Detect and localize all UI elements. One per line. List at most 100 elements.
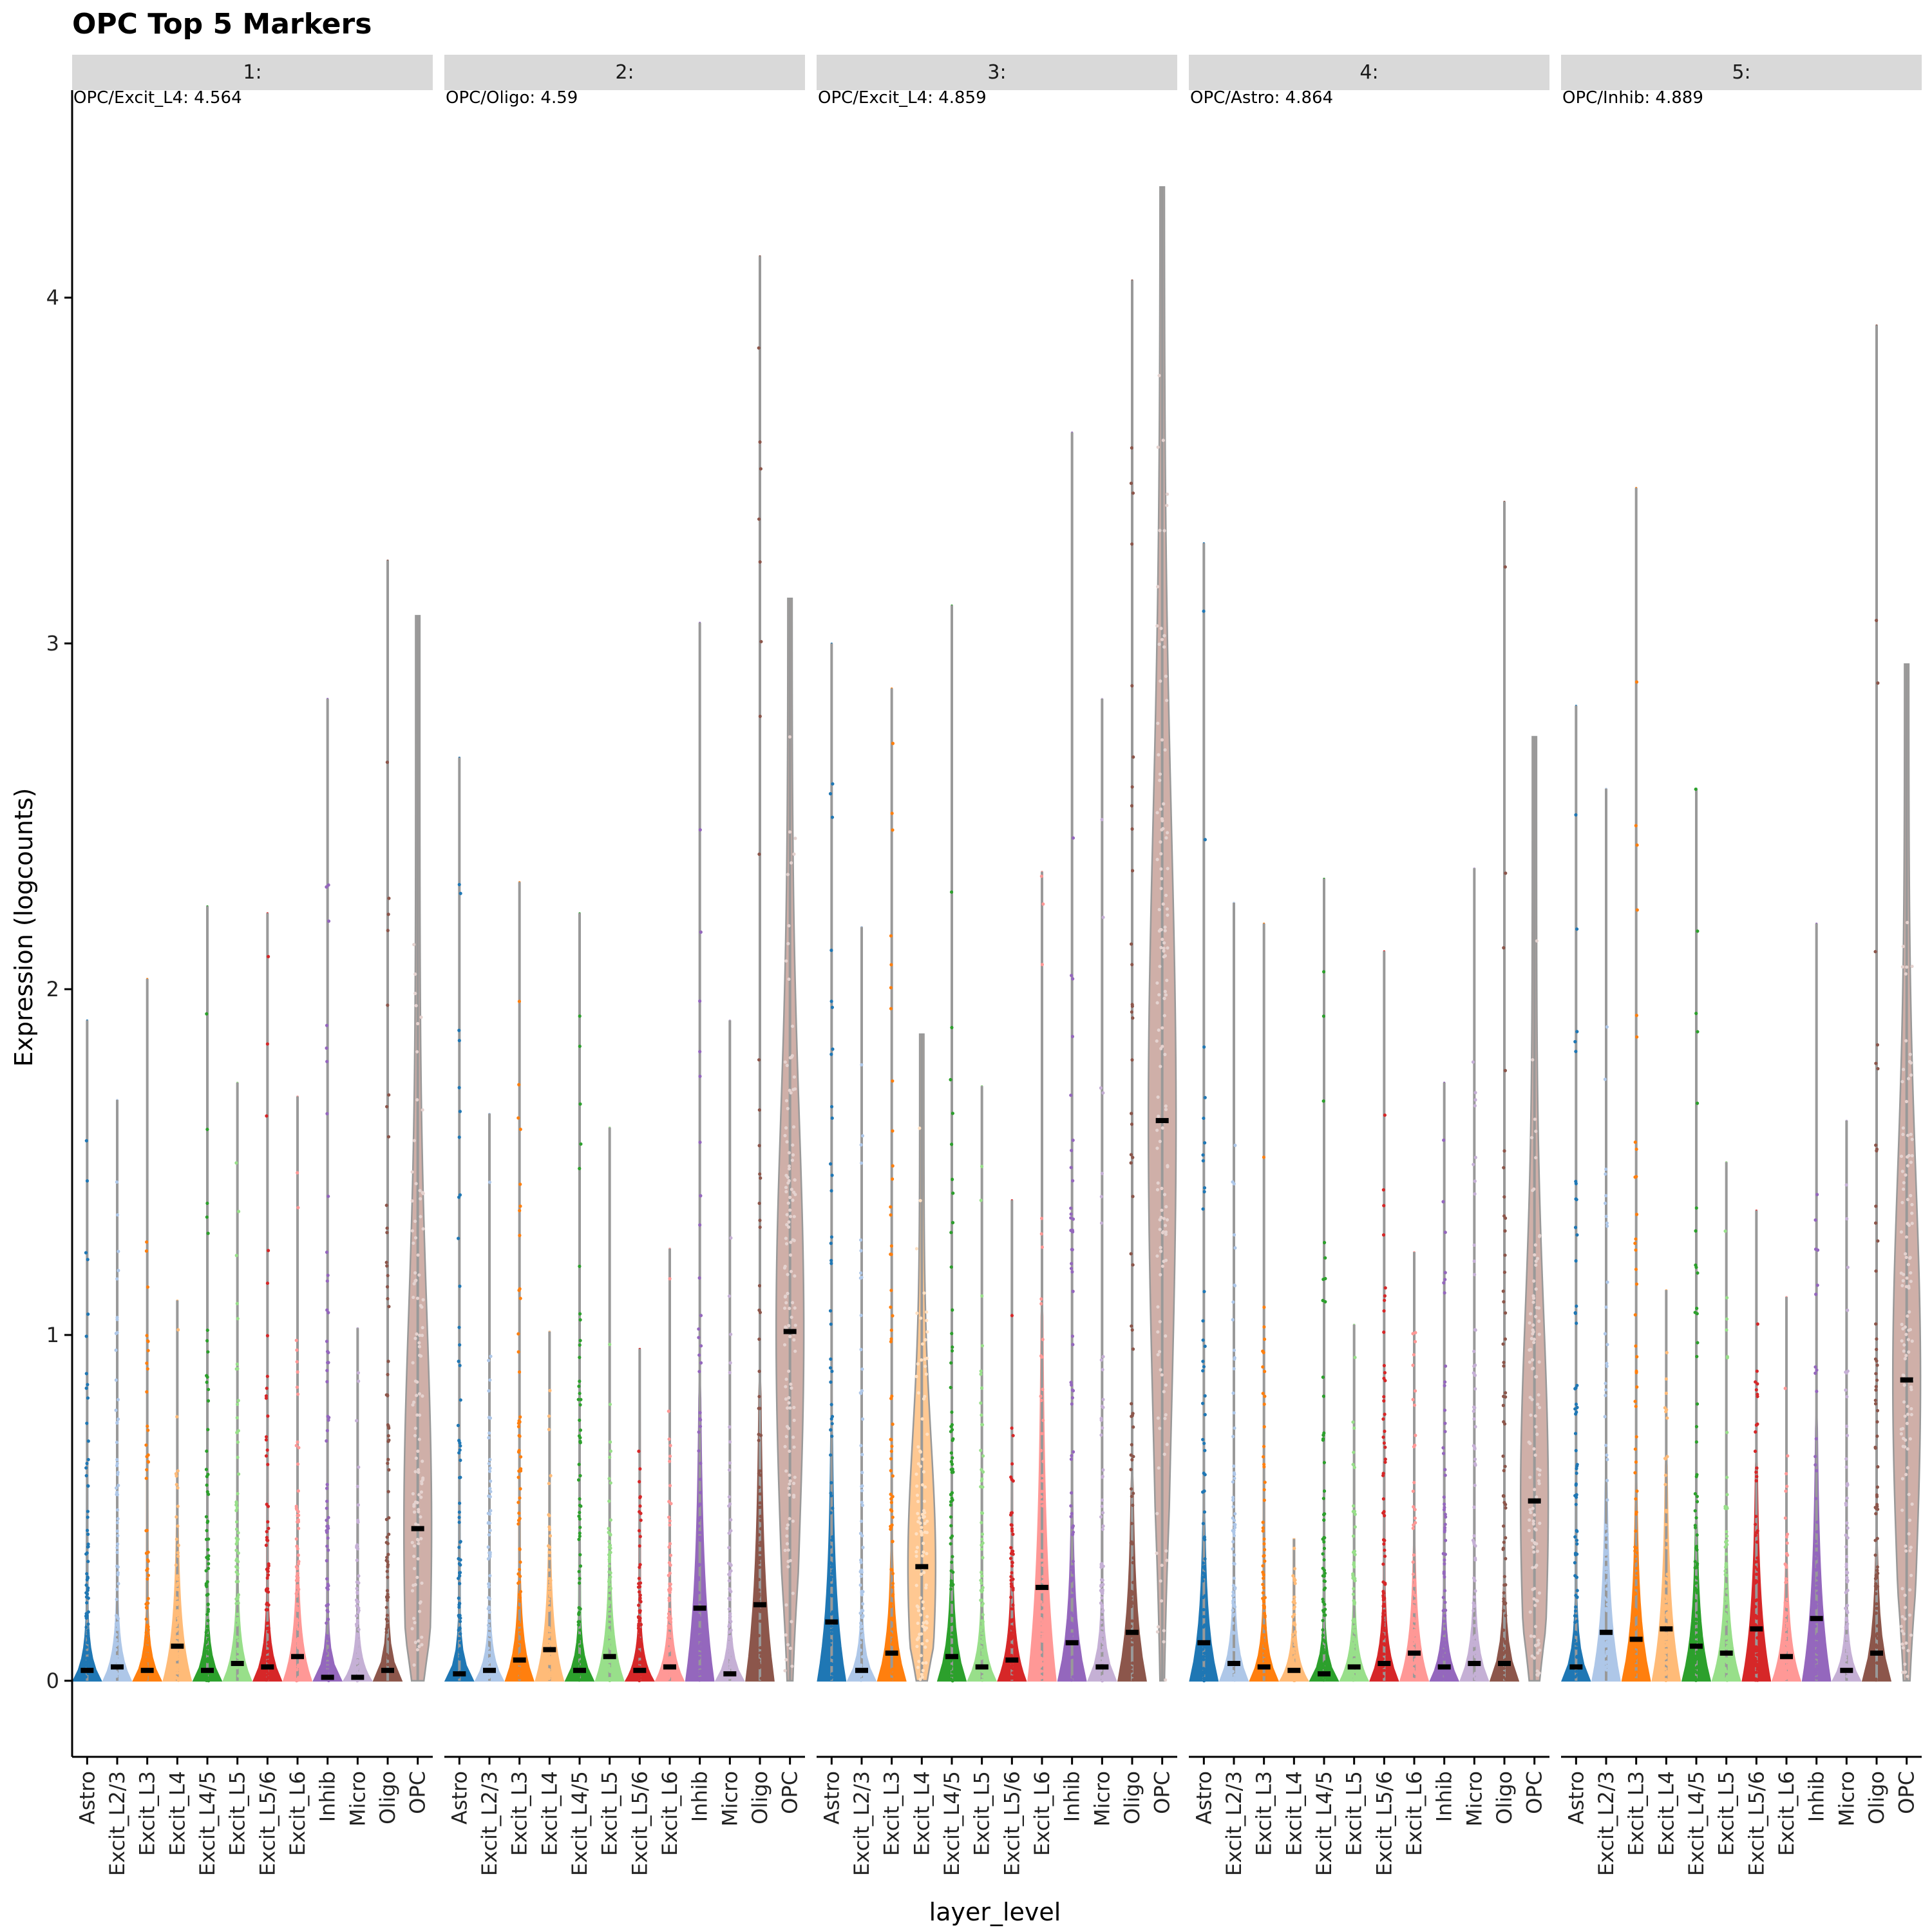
violin-point	[518, 1233, 522, 1237]
violin-point	[1634, 1248, 1638, 1252]
violin-point	[1011, 1603, 1015, 1607]
violin-point	[1665, 1455, 1669, 1459]
violin-point	[1904, 1473, 1908, 1477]
violin-point	[1634, 1213, 1639, 1217]
violin-point	[116, 1397, 120, 1401]
violin-point	[829, 1380, 833, 1384]
violin-point	[1351, 1534, 1356, 1538]
violin-point	[578, 1577, 582, 1580]
violin-point	[1323, 1640, 1327, 1644]
violin-point	[1785, 1532, 1790, 1536]
violin-point	[859, 1347, 863, 1352]
violin-point	[1633, 1242, 1637, 1245]
violin-point	[1383, 1113, 1387, 1117]
violin-point	[86, 1312, 90, 1316]
violin-point	[1903, 1325, 1907, 1329]
violin-point	[176, 1551, 180, 1555]
panel-strip	[444, 55, 805, 90]
violin-point	[1845, 1576, 1849, 1580]
violin-point	[421, 1227, 425, 1231]
violin-point	[1502, 1501, 1506, 1504]
violin-point	[784, 1633, 788, 1637]
median-marker	[603, 1654, 616, 1660]
violin-point	[295, 1508, 299, 1511]
median-marker	[1065, 1640, 1079, 1645]
violin-point	[1382, 1669, 1386, 1672]
violin-point	[1814, 1497, 1818, 1501]
violin-point	[85, 1572, 89, 1576]
violin-point	[1904, 1332, 1908, 1336]
violin-point	[1039, 875, 1043, 878]
violin-point	[1156, 1095, 1160, 1099]
violin-point	[1696, 1271, 1700, 1275]
violin-point	[1441, 1551, 1445, 1556]
violin-point	[891, 1637, 895, 1641]
violin-point	[950, 1470, 954, 1474]
violin-point	[1232, 1464, 1236, 1468]
violin-point	[487, 1607, 491, 1611]
violin-point	[728, 1440, 732, 1444]
violin-point	[1131, 1503, 1135, 1507]
violin-point	[792, 1338, 796, 1342]
violin-point	[489, 1479, 493, 1483]
violin-point	[980, 1678, 984, 1682]
violin-point	[1605, 1578, 1609, 1582]
violin-point	[1876, 681, 1880, 685]
violin-point	[1383, 1581, 1387, 1586]
violin-point	[922, 1499, 927, 1503]
violin-point	[1903, 1593, 1907, 1597]
violin-point	[1160, 1208, 1164, 1212]
violin-point	[784, 1469, 788, 1473]
violin-point	[728, 1652, 732, 1656]
violin-point	[578, 1440, 582, 1444]
violin-point	[784, 1658, 788, 1662]
violin-point	[1130, 1402, 1133, 1406]
violin-point	[1233, 1246, 1237, 1250]
violin-point	[265, 1622, 269, 1625]
violin-point	[1291, 1574, 1295, 1578]
violin-point	[1575, 1552, 1579, 1556]
violin-point	[1156, 721, 1160, 725]
violin-point	[1166, 913, 1170, 917]
panel-annotation: OPC/Oligo: 4.59	[446, 88, 578, 108]
violin-point	[1695, 1533, 1699, 1537]
violin-point	[727, 1531, 731, 1535]
violin-point	[1160, 738, 1164, 742]
violin-point	[519, 1467, 523, 1471]
violin-point	[758, 1651, 762, 1655]
violin-point	[923, 1338, 927, 1341]
violin-point	[354, 1622, 359, 1626]
violin-point	[325, 1519, 328, 1522]
violin-point	[1907, 1532, 1911, 1536]
violin-point	[1442, 1649, 1446, 1653]
violin-point	[699, 1194, 703, 1198]
violin-point	[787, 1401, 791, 1405]
violin-point	[607, 1580, 611, 1584]
violin-point	[667, 1561, 671, 1565]
violin-point	[919, 1530, 923, 1533]
violin-point	[1844, 1465, 1848, 1469]
violin-point	[1755, 1615, 1759, 1618]
violin-point	[1164, 1413, 1168, 1417]
violin-point	[1323, 1676, 1327, 1680]
violin-OPC	[402, 614, 433, 1682]
violin-point	[1164, 1678, 1168, 1682]
violin-point	[296, 1513, 299, 1518]
violin-point	[547, 1608, 551, 1612]
x-tick-label: Oligo	[748, 1771, 772, 1824]
violin-point	[421, 1108, 424, 1112]
violin-point	[1903, 1662, 1907, 1666]
panel-strip	[72, 55, 433, 90]
violin-point	[786, 1273, 790, 1276]
violin-point	[1846, 1588, 1850, 1593]
violin-point	[1529, 1413, 1533, 1417]
violin-point	[1383, 1629, 1387, 1633]
violin-point	[1605, 1224, 1609, 1228]
violin-point	[858, 1648, 863, 1652]
violin-point	[386, 1565, 390, 1569]
violin-point	[325, 1439, 328, 1443]
violin-point	[1131, 1195, 1135, 1198]
median-marker	[453, 1671, 466, 1677]
violin-point	[1233, 1605, 1237, 1609]
violin-point	[788, 1449, 791, 1454]
